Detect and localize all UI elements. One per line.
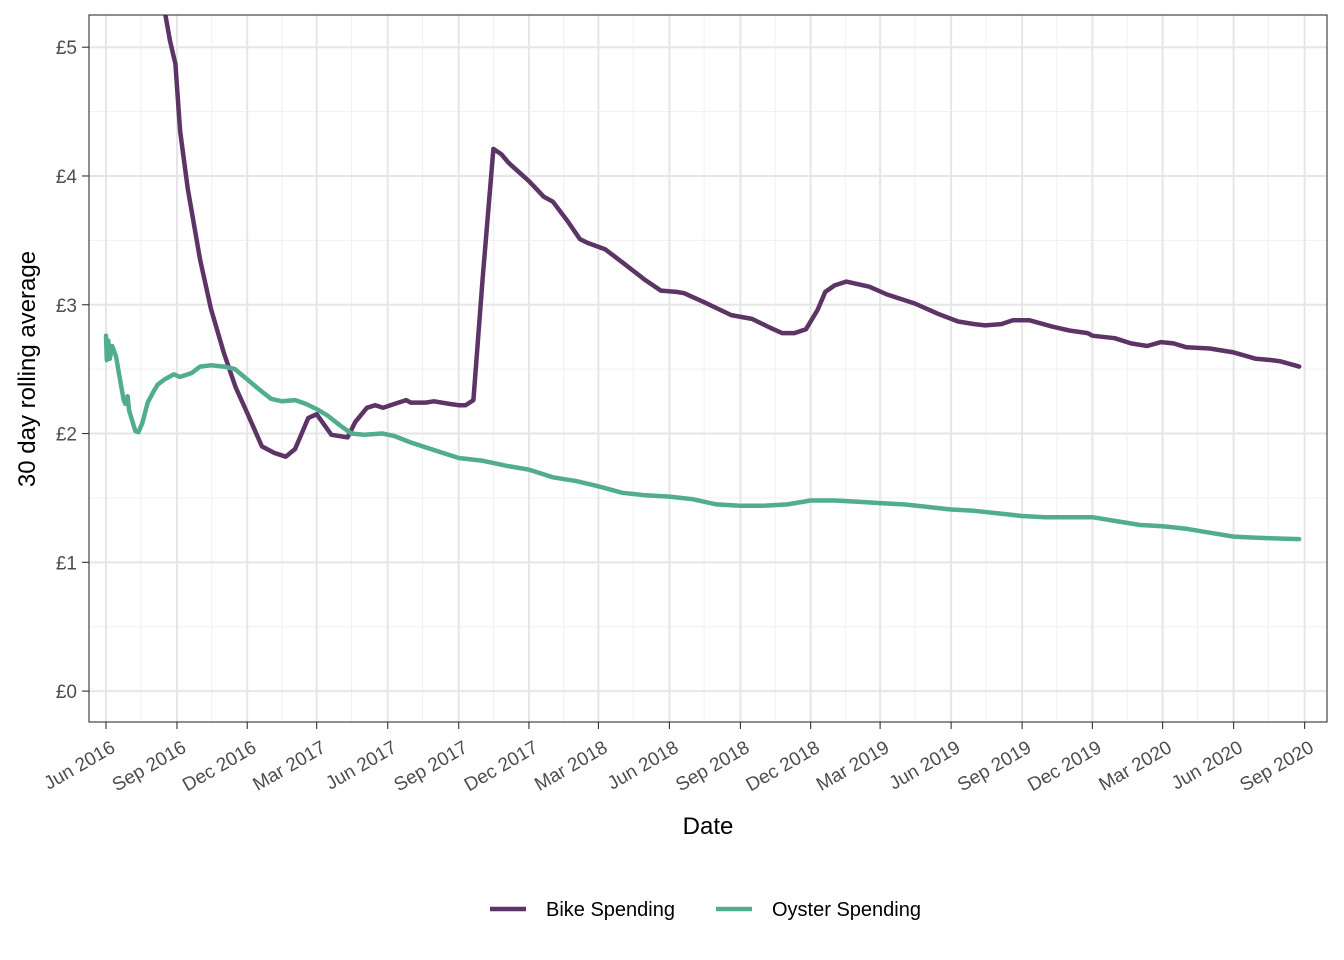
series-lines (103, 15, 1302, 542)
y-tick-label: £0 (56, 682, 77, 703)
y-tick-label: £2 (56, 425, 77, 446)
y-tick-label: £5 (56, 38, 77, 59)
y-tick-label: £1 (56, 553, 77, 574)
plot-panel-border (88, 14, 1328, 723)
legend-label-0: Bike Spending (546, 899, 675, 921)
legend-label-1: Oyster Spending (772, 899, 921, 921)
legend: Bike Spending Oyster Spending (490, 899, 921, 921)
major-gridlines (89, 15, 1327, 722)
minor-gridlines (89, 15, 1327, 722)
y-tick-label: £3 (56, 296, 77, 317)
x-axis-title: Date (683, 813, 734, 840)
series-line-0 (163, 15, 1302, 459)
series-line-1 (103, 333, 1302, 542)
y-axis-title: 30 day rolling average (14, 251, 41, 487)
y-tick-label: £4 (56, 167, 78, 188)
y-axis: £0 £1 £2 £3 £4 £5 (56, 38, 89, 703)
